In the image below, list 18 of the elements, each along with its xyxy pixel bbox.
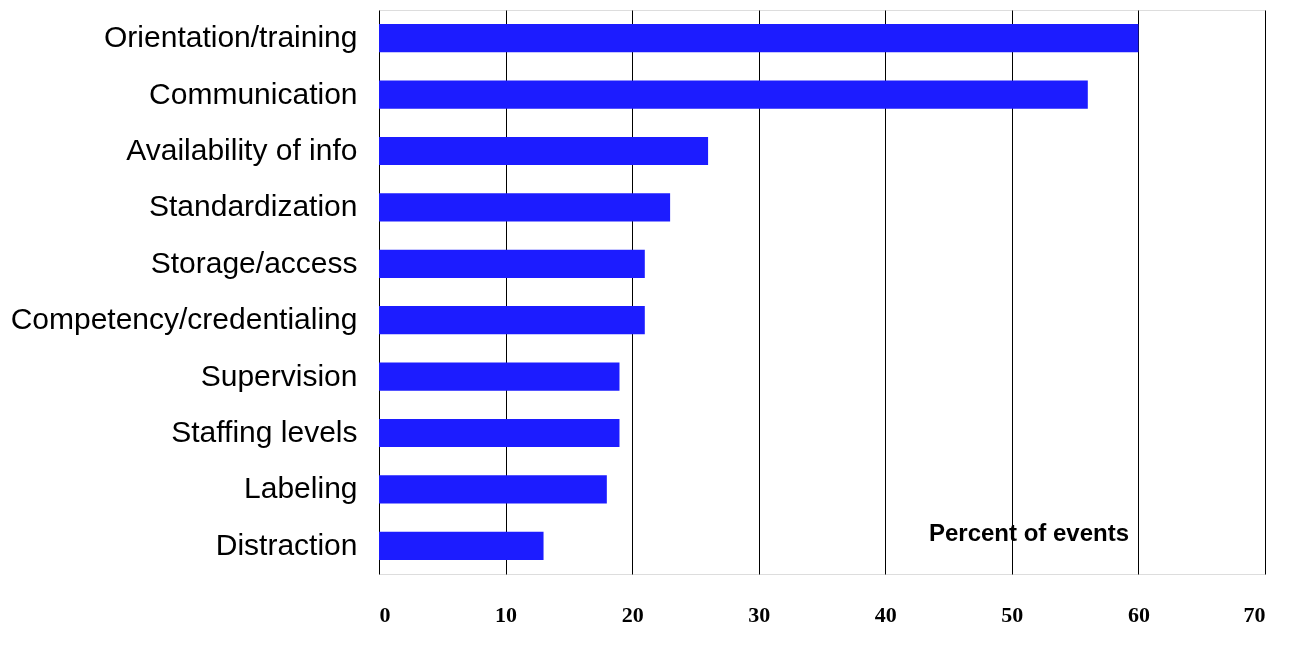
x-tick-label: 30 xyxy=(748,601,771,627)
x-tick-label: 0 xyxy=(379,601,391,627)
x-tick-label: 10 xyxy=(495,601,518,627)
y-tick-label: Storage/access xyxy=(150,245,358,279)
y-tick-label: Competency/credentialing xyxy=(10,302,358,336)
x-tick-label: 20 xyxy=(621,601,644,627)
y-tick-label: Supervision xyxy=(200,358,358,392)
y-tick-label: Communication xyxy=(149,76,358,110)
y-tick-label: Orientation/training xyxy=(104,20,358,54)
x-tick-label: 60 xyxy=(1127,601,1150,627)
y-tick-label: Staffing levels xyxy=(171,415,358,448)
x-tick-label: 70 xyxy=(1243,601,1266,627)
y-tick-label: Availability of info xyxy=(126,133,358,166)
y-tick-label: Distraction xyxy=(215,527,358,561)
y-tick-label: Standardization xyxy=(149,189,358,223)
y-tick-label: Labeling xyxy=(244,471,358,505)
x-tick-label: 40 xyxy=(874,601,897,627)
x-tick-label: 50 xyxy=(1001,601,1024,627)
